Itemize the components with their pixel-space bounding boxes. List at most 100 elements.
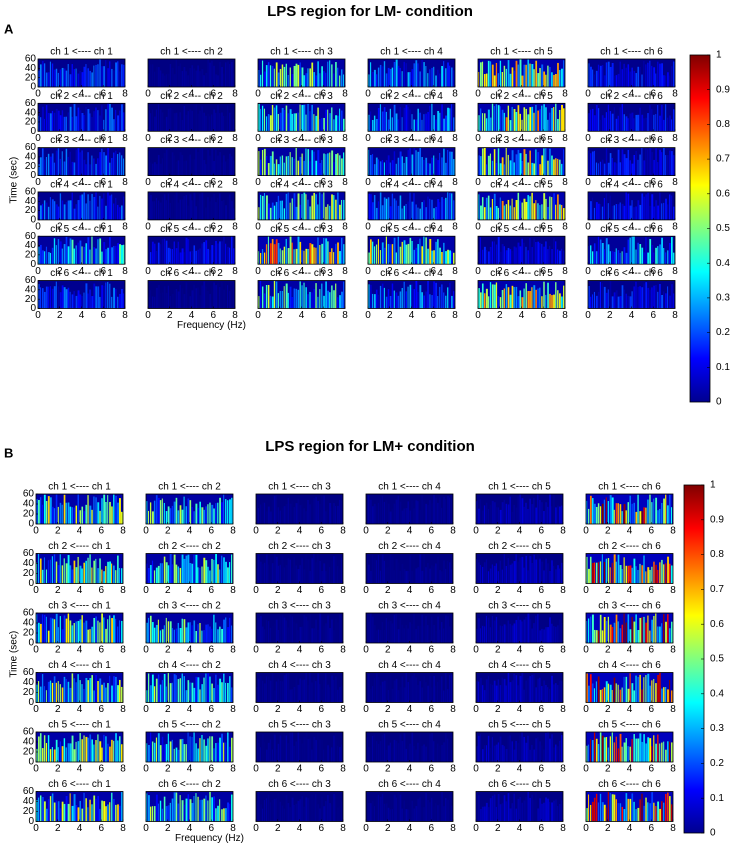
heatmap-stripe xyxy=(599,614,602,643)
x-tick-label: 6 xyxy=(320,133,326,144)
heatmap-stripe xyxy=(43,291,46,309)
heatmap-stripe xyxy=(203,112,205,132)
heatmap-stripe xyxy=(669,563,671,584)
heatmap-stripe xyxy=(375,796,378,822)
heatmap-stripe xyxy=(109,237,111,265)
heatmap-stripe xyxy=(517,192,520,220)
heatmap-stripe xyxy=(409,284,412,309)
heatmap-stripe xyxy=(399,734,402,762)
x-tick-label: 8 xyxy=(562,310,568,321)
heatmap-stripe xyxy=(91,236,93,265)
heatmap-stripe xyxy=(203,630,205,643)
heatmap-stripe xyxy=(485,288,488,309)
heatmap-stripe xyxy=(201,285,204,309)
heatmap-stripe xyxy=(85,798,87,822)
heatmap-stripe xyxy=(373,115,376,132)
heatmap-stripe xyxy=(625,738,627,762)
x-tick-label: 0 xyxy=(365,177,371,188)
heatmap-stripe xyxy=(393,151,396,176)
heatmap-stripe xyxy=(269,511,272,524)
x-tick-label: 4 xyxy=(629,89,635,100)
heatmap-stripe xyxy=(223,115,225,132)
y-tick-label: 20 xyxy=(23,628,35,639)
heatmap-stripe xyxy=(227,682,229,703)
heatmap-stripe xyxy=(149,502,152,524)
heatmap-stripe xyxy=(51,199,54,220)
heatmap-stripe xyxy=(427,280,429,309)
x-tick-label: 6 xyxy=(648,645,654,656)
heatmap-stripe xyxy=(539,630,542,643)
heatmap-stripe xyxy=(149,732,152,762)
panel-title: ch 4 <---- ch 5 xyxy=(490,180,553,191)
heatmap-stripe xyxy=(381,496,383,524)
heatmap-stripe xyxy=(607,244,610,265)
x-tick-label: 4 xyxy=(297,764,303,775)
heatmap-stripe xyxy=(65,563,68,584)
heatmap-stripe xyxy=(379,570,382,584)
heatmap-stripe xyxy=(593,688,595,703)
heatmap-stripe xyxy=(665,563,667,584)
heatmap-stripe xyxy=(421,495,423,524)
heatmap-stripe xyxy=(301,105,304,132)
heatmap-stripe xyxy=(633,690,636,703)
heatmap-stripe xyxy=(319,613,322,643)
heatmap-stripe xyxy=(645,675,647,703)
heatmap-stripe xyxy=(51,506,54,524)
heatmap-stripe xyxy=(315,75,318,87)
y-tick-label: 40 xyxy=(25,152,37,163)
heatmap-stripe xyxy=(451,251,453,265)
heatmap-stripe xyxy=(59,808,62,822)
x-tick-label: 4 xyxy=(77,764,83,775)
heatmap-stripe xyxy=(219,678,222,703)
heatmap-stripe xyxy=(605,558,607,584)
heatmap-stripe xyxy=(489,627,491,643)
heatmap-stripe xyxy=(663,75,665,87)
heatmap-stripe xyxy=(655,148,657,176)
heatmap-stripe xyxy=(487,508,490,524)
heatmap-stripe xyxy=(447,689,449,703)
heatmap-stripe xyxy=(529,291,532,309)
heatmap-stripe xyxy=(501,290,504,309)
heatmap-stripe xyxy=(533,497,535,524)
heatmap-stripe xyxy=(103,66,105,87)
heatmap-stripe xyxy=(555,204,557,220)
x-tick-label: 6 xyxy=(430,89,436,100)
heatmap-stripe xyxy=(287,155,289,176)
heatmap-stripe xyxy=(411,675,414,703)
heatmap-stripe xyxy=(195,743,197,762)
heatmap-stripe xyxy=(75,505,77,524)
heatmap-stripe xyxy=(219,241,221,265)
heatmap-stripe xyxy=(41,674,44,703)
heatmap-stripe xyxy=(625,565,628,584)
heatmap-stripe xyxy=(368,149,370,176)
heatmap-stripe xyxy=(146,690,148,703)
heatmap-stripe xyxy=(523,242,525,265)
heatmap-stripe xyxy=(403,628,405,643)
heatmap-stripe xyxy=(525,742,528,762)
heatmap-stripe xyxy=(207,673,209,703)
heatmap-stripe xyxy=(319,192,321,220)
heatmap-stripe xyxy=(503,678,506,703)
heatmap-stripe xyxy=(519,290,522,309)
heatmap-stripe xyxy=(111,296,113,309)
heatmap-stripe xyxy=(41,60,44,87)
heatmap-stripe xyxy=(385,296,388,309)
heatmap-stripe xyxy=(223,494,225,524)
heatmap-stripe xyxy=(301,796,303,822)
heatmap-stripe xyxy=(487,109,490,132)
heatmap-stripe xyxy=(189,736,191,762)
panel-title: ch 1 <---- ch 6 xyxy=(598,482,661,493)
heatmap-stripe xyxy=(545,198,547,220)
heatmap-stripe xyxy=(217,805,219,822)
x-tick-label: 4 xyxy=(517,704,523,715)
x-tick-label: 0 xyxy=(33,585,39,596)
heatmap-stripe xyxy=(49,796,52,822)
x-tick-label: 8 xyxy=(230,704,236,715)
heatmap-stripe xyxy=(447,560,449,584)
heatmap-stripe xyxy=(597,802,600,822)
heatmap-stripe xyxy=(195,148,197,176)
heatmap-stripe xyxy=(507,504,510,524)
